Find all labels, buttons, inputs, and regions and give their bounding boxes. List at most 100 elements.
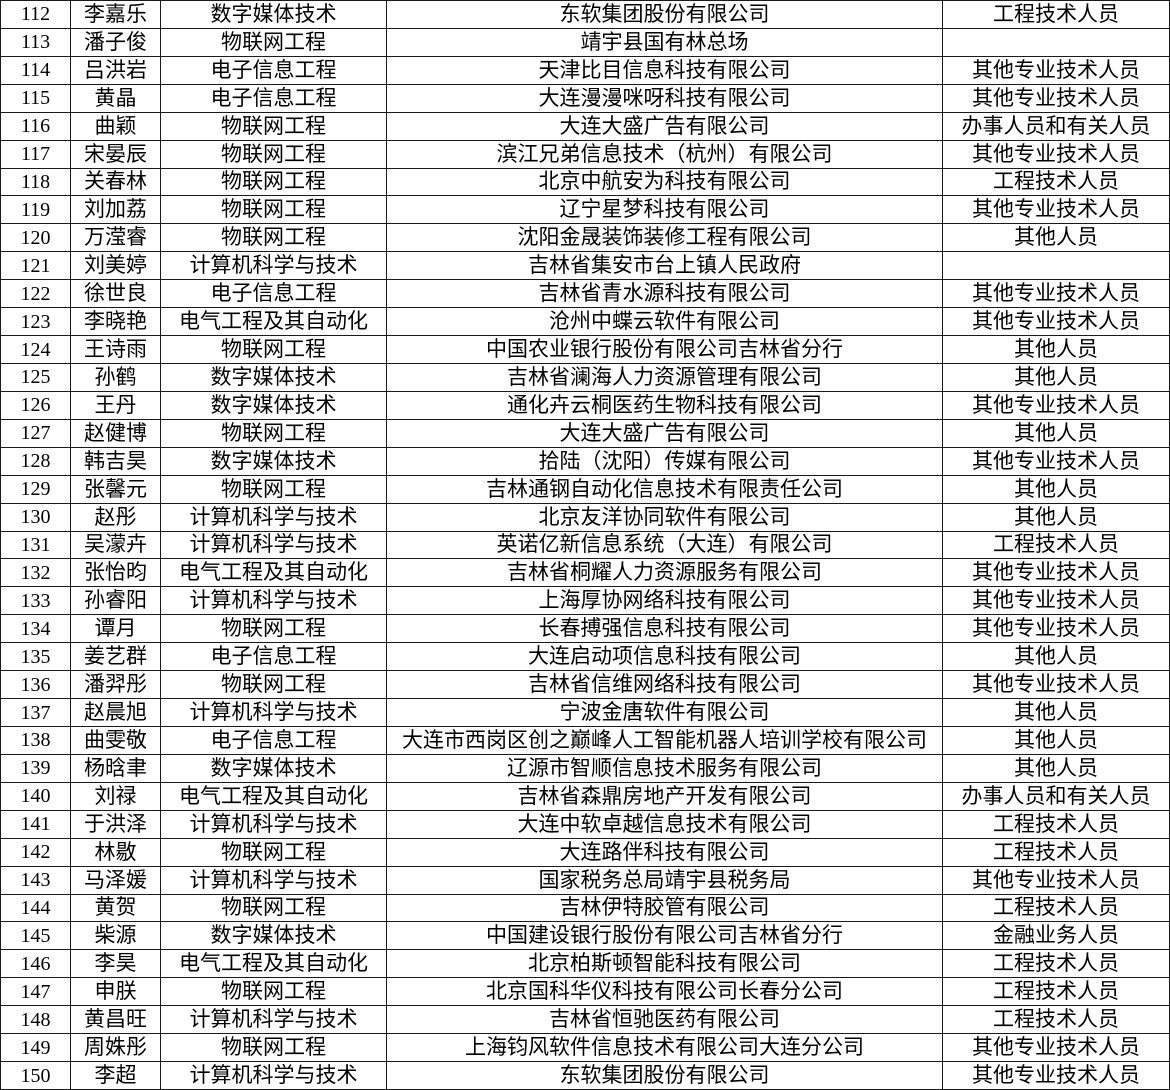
cell-name: 周姝彤 — [70, 1033, 161, 1063]
cell-index: 130 — [0, 502, 71, 532]
cell-name: 姜艺群 — [70, 642, 161, 672]
cell-index: 144 — [0, 893, 71, 923]
cell-job_category: 其他专业技术人员 — [942, 1033, 1170, 1063]
cell-major: 物联网工程 — [160, 27, 387, 57]
cell-major: 物联网工程 — [160, 977, 387, 1007]
cell-employer: 中国农业银行股份有限公司吉林省分行 — [386, 335, 943, 364]
cell-job_category: 其他专业技术人员 — [942, 865, 1170, 895]
table-row: 113 潘子俊 物联网工程 靖宇县国有林总场 — [0, 27, 1170, 57]
cell-name: 黄贺 — [70, 893, 161, 923]
cell-major: 电子信息工程 — [160, 55, 387, 85]
cell-index: 141 — [0, 809, 71, 839]
cell-name: 柴源 — [70, 921, 161, 951]
cell-employer: 吉林省恒驰医药有限公司 — [386, 1005, 943, 1035]
table-row: 122 徐世良 电子信息工程 吉林省青水源科技有限公司 其他专业技术人员 — [0, 279, 1170, 309]
cell-employer: 吉林省森鼎房地产开发有限公司 — [386, 781, 943, 811]
cell-index: 142 — [0, 837, 71, 867]
cell-job_category: 其他人员 — [942, 753, 1170, 783]
cell-index: 117 — [0, 139, 71, 169]
cell-major: 物联网工程 — [160, 167, 387, 197]
table-row: 116 曲颖 物联网工程 大连大盛广告有限公司 办事人员和有关人员 — [0, 111, 1170, 141]
cell-employer: 上海厚协网络科技有限公司 — [386, 586, 943, 616]
table-row: 133 孙睿阳 计算机科学与技术 上海厚协网络科技有限公司 其他专业技术人员 — [0, 586, 1170, 616]
cell-major: 电气工程及其自动化 — [160, 781, 387, 811]
table-row: 138 曲雯敬 电子信息工程 大连市西岗区创之巅峰人工智能机器人培训学校有限公司 其他人… — [0, 725, 1170, 755]
table-row: 121 刘美婷 计算机科学与技术 吉林省集安市台上镇人民政府 — [0, 251, 1170, 281]
cell-major: 物联网工程 — [160, 335, 387, 364]
cell-index: 119 — [0, 195, 71, 225]
cell-job_category — [942, 251, 1170, 281]
cell-name: 赵健博 — [70, 418, 161, 448]
cell-employer: 大连中软卓越信息技术有限公司 — [386, 809, 943, 839]
cell-name: 李嘉乐 — [70, 0, 161, 29]
cell-major: 物联网工程 — [160, 670, 387, 700]
cell-employer: 沈阳金晟装饰装修工程有限公司 — [386, 223, 943, 253]
cell-name: 刘美婷 — [70, 251, 161, 281]
cell-employer: 吉林省青水源科技有限公司 — [386, 279, 943, 309]
cell-employer: 中国建设银行股份有限公司吉林省分行 — [386, 921, 943, 951]
cell-index: 131 — [0, 530, 71, 560]
cell-major: 数字媒体技术 — [160, 446, 387, 476]
cell-employer: 北京国科华仪科技有限公司长春分公司 — [386, 977, 943, 1007]
cell-major: 电气工程及其自动化 — [160, 949, 387, 979]
cell-job_category: 其他专业技术人员 — [942, 586, 1170, 616]
cell-name: 林敭 — [70, 837, 161, 867]
table-row: 112 李嘉乐 数字媒体技术 东软集团股份有限公司 工程技术人员 — [0, 0, 1170, 29]
cell-job_category: 其他人员 — [942, 223, 1170, 253]
cell-employer: 吉林省桐耀人力资源服务有限公司 — [386, 558, 943, 588]
cell-name: 李超 — [70, 1061, 161, 1090]
cell-index: 147 — [0, 977, 71, 1007]
cell-index: 138 — [0, 725, 71, 755]
cell-index: 136 — [0, 670, 71, 700]
table-row: 149 周姝彤 物联网工程 上海钧风软件信息技术有限公司大连分公司 其他专业技术人员 — [0, 1033, 1170, 1063]
cell-job_category: 其他人员 — [942, 418, 1170, 448]
cell-name: 孙睿阳 — [70, 586, 161, 616]
cell-index: 146 — [0, 949, 71, 979]
cell-job_category: 其他专业技术人员 — [942, 307, 1170, 337]
cell-name: 万滢睿 — [70, 223, 161, 253]
cell-job_category: 工程技术人员 — [942, 837, 1170, 867]
cell-job_category: 其他人员 — [942, 335, 1170, 364]
cell-job_category: 其他专业技术人员 — [942, 1061, 1170, 1090]
cell-major: 计算机科学与技术 — [160, 586, 387, 616]
cell-index: 150 — [0, 1061, 71, 1090]
table-row: 128 韩吉昊 数字媒体技术 拾陆（沈阳）传媒有限公司 其他专业技术人员 — [0, 446, 1170, 476]
cell-major: 电气工程及其自动化 — [160, 558, 387, 588]
cell-job_category: 其他专业技术人员 — [942, 139, 1170, 169]
table-row: 136 潘羿彤 物联网工程 吉林省信维网络科技有限公司 其他专业技术人员 — [0, 670, 1170, 700]
cell-employer: 英诺亿新信息系统（大连）有限公司 — [386, 530, 943, 560]
cell-index: 125 — [0, 362, 71, 392]
cell-employer: 大连路伴科技有限公司 — [386, 837, 943, 867]
cell-major: 物联网工程 — [160, 111, 387, 141]
cell-major: 计算机科学与技术 — [160, 251, 387, 281]
cell-index: 148 — [0, 1005, 71, 1035]
cell-job_category: 其他专业技术人员 — [942, 558, 1170, 588]
cell-job_category: 其他专业技术人员 — [942, 195, 1170, 225]
cell-major: 数字媒体技术 — [160, 753, 387, 783]
cell-employer: 宁波金唐软件有限公司 — [386, 698, 943, 727]
cell-employer: 滨江兄弟信息技术（杭州）有限公司 — [386, 139, 943, 169]
cell-index: 120 — [0, 223, 71, 253]
cell-name: 曲颖 — [70, 111, 161, 141]
cell-employer: 大连大盛广告有限公司 — [386, 111, 943, 141]
table-row: 118 关春林 物联网工程 北京中航安为科技有限公司 工程技术人员 — [0, 167, 1170, 197]
cell-name: 潘子俊 — [70, 27, 161, 57]
cell-major: 物联网工程 — [160, 223, 387, 253]
cell-major: 物联网工程 — [160, 195, 387, 225]
cell-major: 电子信息工程 — [160, 642, 387, 672]
cell-job_category: 办事人员和有关人员 — [942, 781, 1170, 811]
cell-name: 赵晨旭 — [70, 698, 161, 727]
table-row: 141 于洪泽 计算机科学与技术 大连中软卓越信息技术有限公司 工程技术人员 — [0, 809, 1170, 839]
cell-major: 计算机科学与技术 — [160, 1005, 387, 1035]
cell-major: 计算机科学与技术 — [160, 502, 387, 532]
cell-job_category: 其他人员 — [942, 474, 1170, 504]
cell-employer: 靖宇县国有林总场 — [386, 27, 943, 57]
table-row: 140 刘禄 电气工程及其自动化 吉林省森鼎房地产开发有限公司 办事人员和有关人员 — [0, 781, 1170, 811]
cell-job_category: 工程技术人员 — [942, 167, 1170, 197]
cell-employer: 沧州中蝶云软件有限公司 — [386, 307, 943, 337]
cell-employer: 拾陆（沈阳）传媒有限公司 — [386, 446, 943, 476]
cell-employer: 吉林通钢自动化信息技术有限责任公司 — [386, 474, 943, 504]
table-row: 147 申朕 物联网工程 北京国科华仪科技有限公司长春分公司 工程技术人员 — [0, 977, 1170, 1007]
cell-job_category: 工程技术人员 — [942, 530, 1170, 560]
